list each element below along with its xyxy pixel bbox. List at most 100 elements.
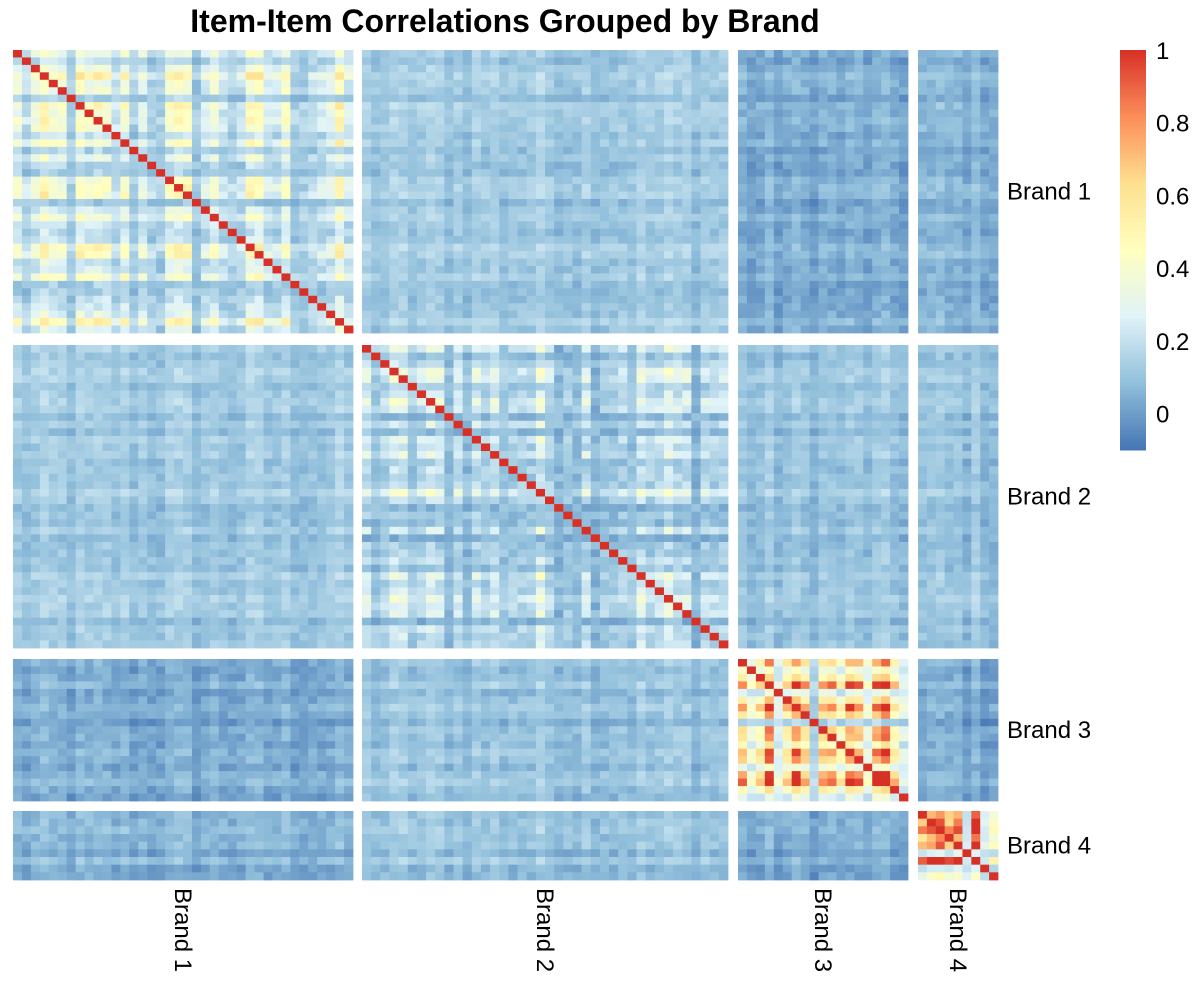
- heatmap-cell: [980, 198, 990, 207]
- heatmap-cell: [120, 161, 130, 170]
- heatmap-cell: [120, 176, 130, 185]
- heatmap-cell: [444, 94, 454, 103]
- heatmap-cell: [209, 345, 220, 353]
- heatmap-cell: [426, 206, 436, 215]
- heatmap-cell: [609, 258, 619, 267]
- heatmap-cell: [645, 265, 656, 274]
- heatmap-cell: [599, 243, 610, 252]
- heatmap-cell: [66, 221, 77, 230]
- heatmap-cell: [953, 184, 963, 192]
- heatmap-cell: [590, 191, 601, 200]
- heatmap-cell: [444, 303, 454, 312]
- heatmap-cell: [800, 221, 810, 230]
- heatmap-cell: [554, 72, 564, 81]
- heatmap-cell: [39, 213, 50, 222]
- heatmap-cell: [827, 325, 837, 334]
- heatmap-cell: [138, 131, 148, 140]
- heatmap-cell: [102, 375, 112, 384]
- heatmap-cell: [691, 117, 701, 125]
- heatmap-cell: [636, 206, 647, 215]
- heatmap-cell: [335, 228, 345, 237]
- heatmap-cell: [138, 325, 148, 334]
- heatmap-cell: [308, 251, 318, 259]
- heatmap-cell: [609, 154, 619, 163]
- heatmap-cell: [129, 50, 139, 58]
- heatmap-cell: [272, 458, 282, 467]
- heatmap-cell: [827, 94, 837, 103]
- heatmap-cell: [863, 206, 873, 215]
- heatmap-cell: [645, 191, 656, 200]
- heatmap-cell: [129, 295, 139, 304]
- heatmap-cell: [218, 367, 229, 376]
- heatmap-cell: [245, 228, 255, 237]
- heatmap-cell: [371, 184, 381, 192]
- heatmap-cell: [75, 390, 85, 399]
- heatmap-cell: [899, 176, 909, 185]
- heatmap-cell: [281, 382, 291, 391]
- heatmap-cell: [836, 213, 846, 222]
- heatmap-cell: [809, 131, 819, 140]
- heatmap-cell: [281, 176, 291, 185]
- heatmap-cell: [57, 345, 68, 353]
- heatmap-cell: [609, 236, 619, 245]
- heatmap-cell: [663, 206, 674, 215]
- heatmap-cell: [755, 161, 766, 170]
- heatmap-cell: [791, 228, 802, 237]
- heatmap-cell: [39, 428, 50, 437]
- heatmap-cell: [102, 258, 112, 267]
- heatmap-cell: [545, 206, 555, 215]
- heatmap-cell: [362, 57, 372, 66]
- heatmap-cell: [845, 79, 855, 88]
- heatmap-cell: [407, 221, 418, 230]
- heatmap-cell: [308, 443, 318, 452]
- heatmap-cell: [407, 94, 418, 103]
- heatmap-cell: [317, 109, 327, 118]
- heatmap-cell: [691, 191, 701, 200]
- heatmap-cell: [782, 79, 793, 88]
- heatmap-cell: [209, 390, 220, 399]
- heatmap-cell: [272, 94, 282, 103]
- heatmap-cell: [236, 50, 247, 58]
- heatmap-cell: [200, 488, 211, 497]
- heatmap-cell: [471, 72, 482, 81]
- heatmap-cell: [156, 504, 166, 513]
- heatmap-cell: [836, 102, 846, 110]
- heatmap-cell: [138, 481, 148, 490]
- heatmap-cell: [335, 146, 345, 155]
- heatmap-cell: [281, 367, 291, 376]
- heatmap-cell: [800, 258, 810, 267]
- heatmap-cell: [545, 265, 555, 274]
- heatmap-cell: [499, 50, 509, 58]
- heatmap-cell: [13, 534, 23, 543]
- heatmap-cell: [809, 146, 819, 155]
- heatmap-cell: [389, 280, 399, 289]
- heatmap-cell: [845, 176, 855, 185]
- heatmap-cell: [183, 466, 193, 475]
- heatmap-cell: [75, 488, 85, 497]
- heatmap-cell: [200, 405, 211, 414]
- heatmap-cell: [890, 169, 900, 178]
- heatmap-cell: [75, 481, 85, 490]
- heatmap-cell: [480, 79, 491, 88]
- heatmap-cell: [899, 72, 909, 81]
- heatmap-cell: [989, 213, 999, 222]
- heatmap-cell: [272, 420, 282, 429]
- heatmap-cell: [138, 198, 148, 207]
- heatmap-cell: [453, 228, 464, 237]
- heatmap-cell: [371, 87, 381, 96]
- heatmap-cell: [75, 176, 85, 185]
- heatmap-cell: [380, 228, 390, 237]
- heatmap-cell: [281, 243, 291, 252]
- heatmap-cell: [599, 94, 610, 103]
- heatmap-cell: [326, 435, 336, 444]
- heatmap-cell: [645, 243, 656, 252]
- heatmap-cell: [545, 176, 555, 185]
- heatmap-cell: [800, 251, 810, 259]
- heatmap-cell: [326, 109, 336, 118]
- heatmap-cell: [48, 360, 59, 369]
- heatmap-cell: [191, 117, 202, 125]
- heatmap-cell: [462, 273, 473, 282]
- heatmap-cell: [156, 236, 166, 245]
- heatmap-cell: [407, 131, 418, 140]
- heatmap-cell: [755, 251, 766, 259]
